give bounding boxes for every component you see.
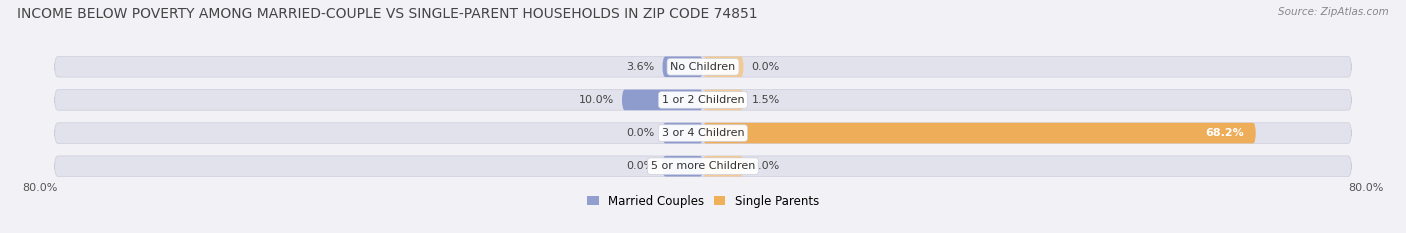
Text: Source: ZipAtlas.com: Source: ZipAtlas.com <box>1278 7 1389 17</box>
Text: 80.0%: 80.0% <box>22 183 58 193</box>
FancyBboxPatch shape <box>55 57 1351 77</box>
Text: 0.0%: 0.0% <box>752 62 780 72</box>
Text: 68.2%: 68.2% <box>1205 128 1244 138</box>
Text: 5 or more Children: 5 or more Children <box>651 161 755 171</box>
Text: 1.5%: 1.5% <box>752 95 780 105</box>
Text: INCOME BELOW POVERTY AMONG MARRIED-COUPLE VS SINGLE-PARENT HOUSEHOLDS IN ZIP COD: INCOME BELOW POVERTY AMONG MARRIED-COUPL… <box>17 7 758 21</box>
Text: 3.6%: 3.6% <box>626 62 654 72</box>
Text: 10.0%: 10.0% <box>579 95 614 105</box>
FancyBboxPatch shape <box>662 123 703 143</box>
Text: 80.0%: 80.0% <box>1348 183 1384 193</box>
FancyBboxPatch shape <box>703 57 744 77</box>
FancyBboxPatch shape <box>703 90 744 110</box>
FancyBboxPatch shape <box>55 123 1351 143</box>
Text: No Children: No Children <box>671 62 735 72</box>
FancyBboxPatch shape <box>703 156 744 176</box>
Text: 0.0%: 0.0% <box>752 161 780 171</box>
FancyBboxPatch shape <box>621 90 703 110</box>
Text: 3 or 4 Children: 3 or 4 Children <box>662 128 744 138</box>
Text: 0.0%: 0.0% <box>626 161 654 171</box>
Text: 1 or 2 Children: 1 or 2 Children <box>662 95 744 105</box>
FancyBboxPatch shape <box>662 57 703 77</box>
FancyBboxPatch shape <box>55 90 1351 110</box>
Legend: Married Couples, Single Parents: Married Couples, Single Parents <box>586 195 820 208</box>
FancyBboxPatch shape <box>703 123 1256 143</box>
FancyBboxPatch shape <box>662 156 703 176</box>
FancyBboxPatch shape <box>55 156 1351 176</box>
Text: 0.0%: 0.0% <box>626 128 654 138</box>
